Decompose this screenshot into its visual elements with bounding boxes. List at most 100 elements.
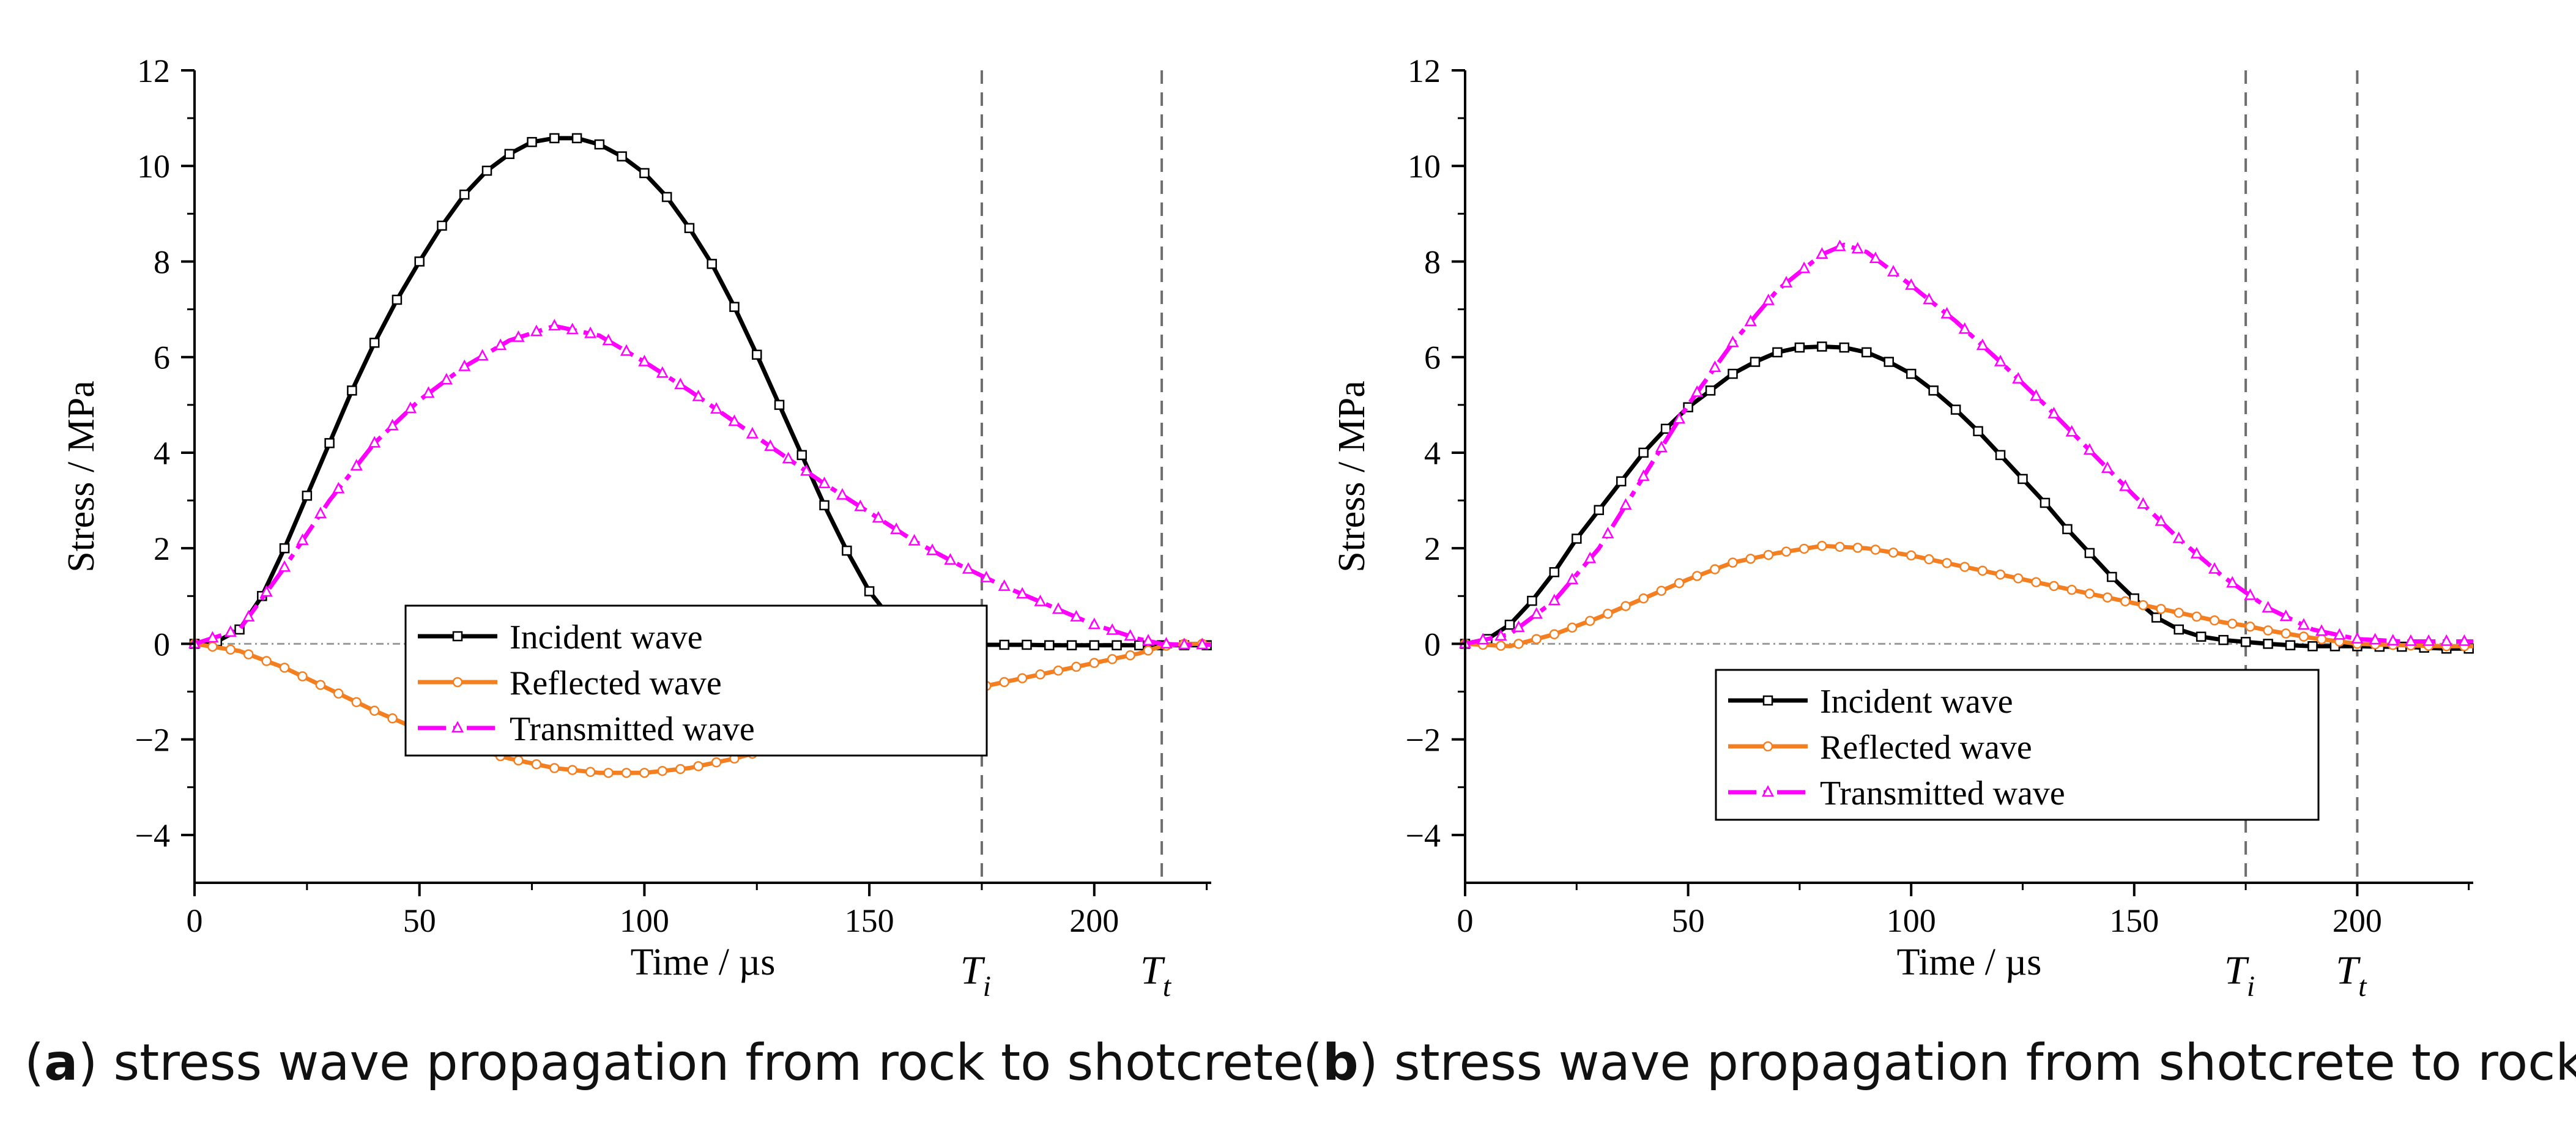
data-point (2263, 625, 2273, 636)
data-point (2102, 592, 2113, 603)
data-point (1995, 569, 2006, 580)
data-point (2281, 628, 2291, 639)
data-point (2137, 497, 2150, 509)
data-point (584, 326, 597, 338)
data-point (872, 511, 885, 523)
x-tick-label: 50 (403, 902, 436, 939)
data-point (657, 765, 668, 776)
data-point (279, 663, 290, 673)
data-point (1839, 342, 1850, 353)
data-point (1549, 629, 1560, 640)
data-point (2065, 425, 2078, 437)
data-point (549, 763, 560, 773)
data-point (2297, 618, 2310, 630)
data-point (1976, 338, 1989, 351)
data-point (1594, 505, 1605, 515)
data-point (620, 344, 633, 356)
data-point (1016, 587, 1029, 599)
y-tick-label: 6 (1424, 340, 1441, 376)
legend-label: Incident wave (1820, 683, 2013, 721)
data-point (481, 165, 492, 176)
data-point (302, 490, 313, 501)
data-point (404, 401, 417, 414)
data-point (1959, 562, 1970, 572)
data-point (728, 414, 741, 426)
data-point (864, 586, 875, 596)
data-point (437, 220, 447, 231)
data-point (1924, 554, 1934, 565)
data-point (819, 500, 830, 511)
y-tick-label: 6 (154, 340, 170, 376)
data-point (621, 768, 632, 778)
data-point (1034, 595, 1047, 606)
data-point (2101, 461, 2114, 473)
data-point (414, 256, 425, 267)
data-point (243, 649, 254, 659)
data-point (369, 338, 380, 348)
data-point (2208, 562, 2221, 574)
data-point (1942, 558, 1952, 568)
data-point (944, 553, 957, 565)
data-point (1035, 669, 1045, 680)
caption-a-text: stress wave propagation from rock to sho… (113, 1034, 1304, 1092)
data-point (1494, 629, 1507, 641)
vline-label-sub: t (1163, 970, 1172, 1003)
data-point (692, 389, 705, 401)
data-point (1602, 527, 1614, 538)
data-point (1762, 293, 1775, 305)
data-point (842, 545, 852, 556)
data-point (2315, 624, 2328, 636)
x-axis-label: Time / µs (631, 942, 776, 983)
data-point (980, 570, 993, 582)
data-point (2333, 628, 2346, 640)
y-tick-label: 8 (1424, 243, 1441, 280)
data-point (1772, 347, 1783, 358)
data-point (1710, 564, 1720, 574)
data-point (1726, 335, 1739, 347)
y-tick-label: 12 (1408, 53, 1441, 89)
series-line (1464, 242, 2473, 646)
data-point (2440, 634, 2453, 646)
data-point (1852, 543, 1863, 553)
x-tick-label: 150 (2109, 902, 2159, 939)
data-point (639, 168, 650, 179)
x-tick-label: 200 (1069, 902, 1119, 939)
data-point (224, 625, 237, 637)
data-point (2386, 634, 2399, 645)
data-point (638, 354, 651, 366)
data-point (890, 522, 903, 534)
legend-marker (452, 631, 463, 642)
legend-label: Transmitted wave (510, 710, 755, 748)
y-tick-label: 10 (1408, 148, 1441, 185)
legend-box (404, 604, 988, 757)
data-point (527, 136, 537, 147)
data-point (675, 763, 686, 775)
data-point (585, 767, 596, 778)
data-point (1527, 595, 1537, 606)
vline-label-sub: i (983, 970, 991, 1003)
data-point (693, 761, 703, 771)
data-point (350, 459, 363, 471)
data-point (1106, 623, 1119, 635)
legend-label: Transmitted wave (1820, 775, 2065, 812)
data-point (347, 385, 357, 396)
data-point (710, 402, 723, 414)
data-point (684, 223, 695, 234)
y-tick-label: 2 (1424, 530, 1441, 567)
data-point (1861, 347, 1872, 358)
data-point (656, 366, 669, 378)
data-point (315, 680, 326, 690)
data-point (571, 133, 582, 144)
data-point (1017, 673, 1028, 683)
data-point (2245, 622, 2255, 632)
data-point (1728, 368, 1738, 379)
data-point (513, 755, 524, 766)
data-point (1833, 239, 1846, 251)
data-point (1584, 551, 1597, 563)
data-point (278, 560, 291, 572)
data-point (1928, 385, 1939, 396)
data-point (1089, 640, 1100, 651)
data-point (1709, 360, 1721, 373)
data-point (603, 768, 614, 778)
